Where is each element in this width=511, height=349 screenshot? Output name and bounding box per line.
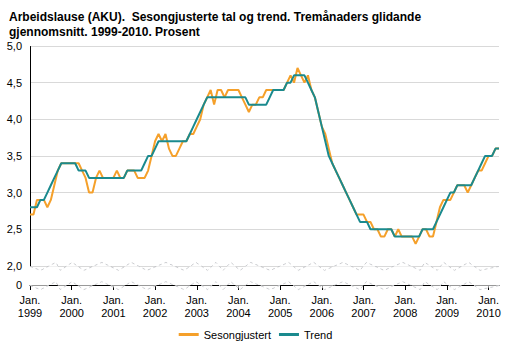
svg-text:Jan.: Jan.: [186, 294, 207, 306]
svg-text:Jan.: Jan.: [311, 294, 332, 306]
svg-text:gjennomsnitt. 1999-2010. Prose: gjennomsnitt. 1999-2010. Prosent: [9, 25, 200, 39]
svg-text:2006: 2006: [310, 307, 334, 319]
svg-text:5,0: 5,0: [7, 40, 22, 52]
svg-text:2,5: 2,5: [7, 223, 22, 235]
svg-text:2000: 2000: [59, 307, 83, 319]
svg-text:Jan.: Jan.: [228, 294, 249, 306]
svg-text:Trend: Trend: [304, 329, 332, 341]
svg-text:2002: 2002: [143, 307, 167, 319]
svg-text:Jan.: Jan.: [103, 294, 124, 306]
svg-text:Jan.: Jan.: [145, 294, 166, 306]
svg-text:0: 0: [16, 279, 22, 291]
svg-text:Jan.: Jan.: [436, 294, 457, 306]
svg-text:4,5: 4,5: [7, 77, 22, 89]
svg-text:2001: 2001: [101, 307, 125, 319]
svg-text:4,0: 4,0: [7, 113, 22, 125]
svg-text:Jan.: Jan.: [270, 294, 291, 306]
svg-text:2,0: 2,0: [7, 260, 22, 272]
svg-text:2009: 2009: [435, 307, 459, 319]
svg-text:1999: 1999: [18, 307, 42, 319]
svg-text:3,5: 3,5: [7, 150, 22, 162]
svg-text:2003: 2003: [185, 307, 209, 319]
svg-text:2008: 2008: [393, 307, 417, 319]
svg-text:Arbeidslause (AKU). Sesongjus: Arbeidslause (AKU). Sesongjusterte tal o…: [9, 10, 421, 24]
svg-text:Jan.: Jan.: [395, 294, 416, 306]
svg-text:2004: 2004: [226, 307, 250, 319]
svg-text:2010: 2010: [476, 307, 500, 319]
svg-text:Jan.: Jan.: [478, 294, 499, 306]
svg-text:Jan.: Jan.: [20, 294, 41, 306]
svg-text:2007: 2007: [351, 307, 375, 319]
svg-text:3,0: 3,0: [7, 187, 22, 199]
svg-text:Jan.: Jan.: [61, 294, 82, 306]
svg-text:Sesongjustert: Sesongjustert: [204, 329, 271, 341]
svg-text:2005: 2005: [268, 307, 292, 319]
svg-text:Jan.: Jan.: [353, 294, 374, 306]
